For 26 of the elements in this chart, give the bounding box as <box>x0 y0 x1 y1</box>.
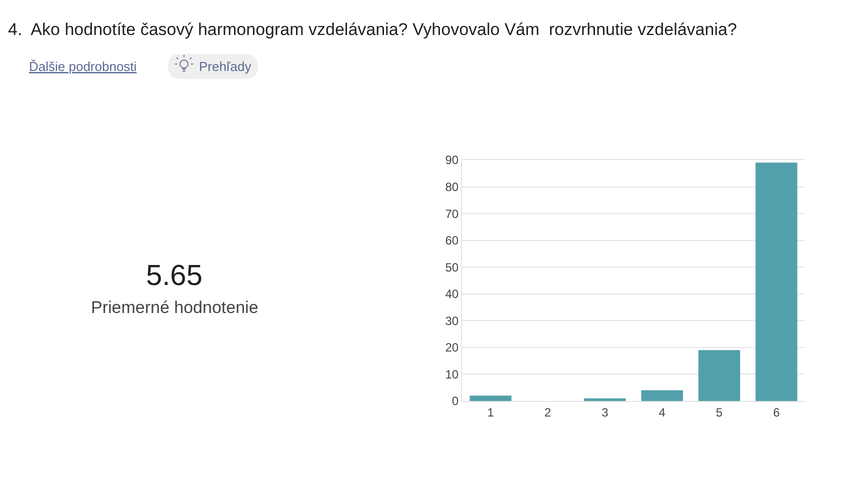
bar <box>641 390 683 401</box>
x-tick-label: 2 <box>544 405 552 420</box>
x-tick-label: 6 <box>773 405 780 420</box>
chart-title: 4. Ako hodnotíte časový harmonogram vzdelávania? Vyhovovalo Vám rozvrhnutie vzdelávania? <box>8 20 737 39</box>
y-tick-label: 70 <box>445 206 459 221</box>
text: 5.65 <box>146 260 202 292</box>
y-tick-label: 20 <box>445 340 459 355</box>
y-tick-label: 0 <box>452 394 459 408</box>
y-tick-label: 30 <box>445 314 459 328</box>
y-tick-label: 80 <box>445 180 459 194</box>
x-tick-label: 1 <box>487 405 494 420</box>
bar <box>698 350 740 401</box>
y-tick-label: 40 <box>445 287 459 302</box>
x-tick-label: 5 <box>716 405 723 420</box>
bar <box>584 398 626 401</box>
y-tick-label: 90 <box>445 153 459 168</box>
x-tick-label: 4 <box>658 405 666 420</box>
x-tick-label: 3 <box>602 405 609 420</box>
y-tick-label: 50 <box>445 260 459 274</box>
y-tick-label: 60 <box>445 234 459 248</box>
text: Priemerné hodnotenie <box>91 298 258 317</box>
bar <box>756 162 798 401</box>
y-tick-label: 10 <box>445 367 459 382</box>
text: Prehľady <box>199 59 252 74</box>
text: Ďalšie podrobnosti <box>29 59 137 74</box>
bar <box>470 396 512 401</box>
